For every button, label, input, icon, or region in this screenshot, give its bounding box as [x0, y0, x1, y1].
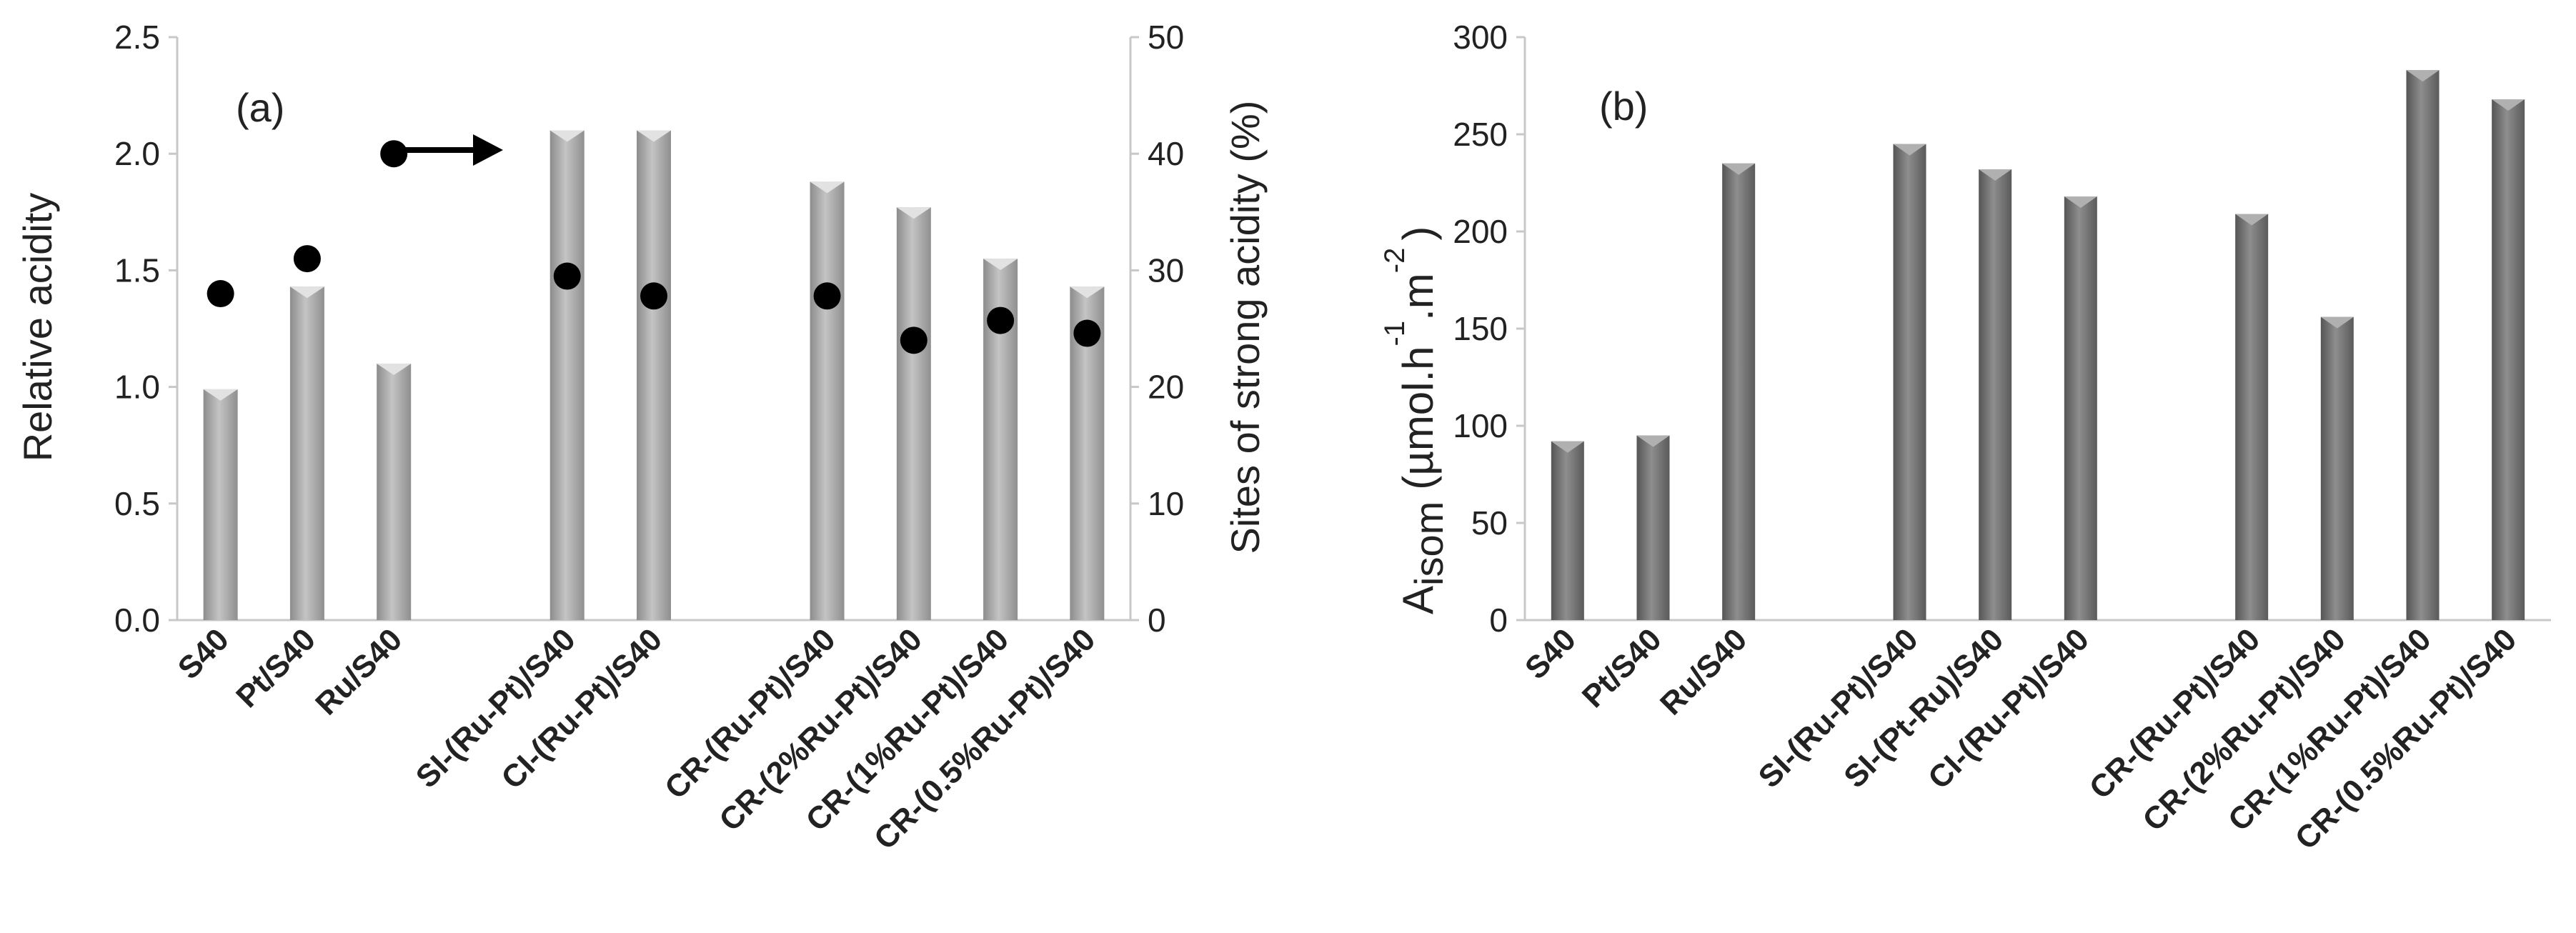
y-tick-label: 1.0 — [114, 369, 160, 406]
y2-tick-label: 10 — [1148, 485, 1184, 522]
scatter-point — [987, 306, 1015, 334]
bar — [896, 207, 931, 621]
x-tick-label: S40 — [171, 622, 236, 686]
y2-tick-label: 0 — [1148, 602, 1166, 639]
y-tick-label: 2.0 — [114, 135, 160, 172]
ylabel-units: (µmol.h — [1394, 346, 1442, 489]
ylabel-main: A — [1394, 586, 1442, 614]
x-tick-label: Ru/S40 — [309, 622, 409, 722]
arrow-annotation — [397, 134, 503, 166]
bar — [549, 130, 585, 620]
bar — [637, 130, 671, 620]
scatter-point — [813, 282, 841, 310]
svg-text:Aisom(µmol.h-1.m-2): Aisom (µmol.h-1.m-2) — [1379, 226, 1451, 614]
bar — [1979, 169, 2012, 620]
bar — [1893, 144, 1926, 621]
ylabel-units-tail: .m — [1394, 273, 1442, 321]
x-tick-label: Ru/S40 — [1653, 622, 1754, 722]
y-tick-label: 0.0 — [114, 602, 160, 639]
bar — [1722, 163, 1756, 621]
ylabel-close: ) — [1394, 226, 1442, 241]
scatter-point — [900, 326, 928, 354]
x-tick-label: SI-(Ru-Pt)/S40 — [409, 622, 582, 794]
ylabel-sub: isom — [1406, 502, 1451, 586]
y-tick-label: 0.5 — [114, 485, 160, 522]
bar — [2064, 196, 2097, 620]
scatter-point — [1073, 319, 1101, 347]
y-axis-title-b: Aisom (µmol.h-1.m-2) — [1379, 226, 1451, 614]
x-tick-label: Pt/S40 — [229, 622, 322, 714]
scatter-point — [640, 282, 667, 310]
y-tick-label: 250 — [1453, 116, 1508, 153]
y-tick-label: 50 — [1471, 504, 1508, 542]
y-tick-label: 100 — [1453, 407, 1508, 444]
y-tick-label: 300 — [1453, 19, 1508, 56]
x-tick-label: Pt/S40 — [1576, 622, 1669, 714]
x-tick-label: CI-(Ru-Pt)/S40 — [494, 622, 669, 796]
bar — [2235, 214, 2269, 620]
y-tick-label: 2.5 — [114, 19, 160, 56]
y2-tick-label: 50 — [1148, 19, 1184, 56]
y2-tick-label: 40 — [1148, 135, 1184, 172]
y2-tick-label: 20 — [1148, 369, 1184, 406]
chart-panel-b: (b) Aisom (µmol.h-1.m-2) 0 50 100 150 200 250 3… — [1379, 19, 2551, 857]
bar — [1636, 435, 1670, 620]
y2-tick-label: 30 — [1148, 251, 1184, 289]
ylabel-sup1: -1 — [1379, 321, 1411, 346]
panel-label-a: (a) — [236, 85, 284, 130]
bar — [289, 286, 324, 620]
chart-panel-a: (a) Relative acidity Sites of strong aci… — [15, 19, 1268, 857]
y-axis-title-left: Relative acidity — [15, 193, 60, 462]
scatter-point — [553, 262, 581, 290]
bar — [203, 389, 238, 620]
panel-label-b: (b) — [1599, 84, 1648, 129]
scatter-point — [207, 280, 234, 308]
x-tick-label: S40 — [1518, 622, 1583, 686]
scatter-point — [380, 140, 408, 168]
bar — [810, 181, 845, 621]
y-axis-title-right: Sites of strong acidity (%) — [1223, 101, 1268, 554]
y-tick-label: 200 — [1453, 213, 1508, 250]
bar — [1551, 441, 1584, 620]
y-tick-label: 1.5 — [114, 251, 160, 289]
bar — [2406, 70, 2440, 621]
bar — [2320, 316, 2354, 620]
ylabel-sup2: -2 — [1379, 248, 1411, 274]
y-tick-label: 150 — [1453, 310, 1508, 347]
bar — [2492, 99, 2525, 621]
scatter-point — [293, 245, 321, 273]
bar — [377, 363, 412, 620]
y-tick-label: 0 — [1489, 602, 1508, 639]
